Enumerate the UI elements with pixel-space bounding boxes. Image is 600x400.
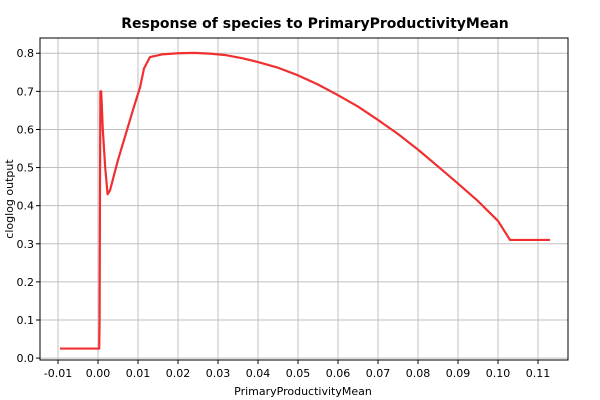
y-axis-label: cloglog output — [3, 159, 16, 239]
x-tick-label: 0.09 — [446, 367, 471, 380]
y-axis-ticks: 0.0 0.1 0.2 0.3 0.4 0.5 0.6 0.7 0.8 — [17, 47, 40, 365]
x-tick-label: 0.08 — [406, 367, 431, 380]
y-tick-label: 0.1 — [17, 314, 35, 327]
series-layer — [60, 51, 550, 350]
x-tick-label: 0.10 — [486, 367, 511, 380]
chart-title: Response of species to PrimaryProductivi… — [121, 16, 509, 32]
plot-frame — [39, 37, 569, 361]
y-tick-label: 0.3 — [17, 238, 35, 251]
x-tick-label: 0.04 — [246, 367, 271, 380]
y-tick-label: 0.5 — [17, 162, 35, 175]
y-tick-label: 0.6 — [17, 123, 35, 136]
x-axis-label: PrimaryProductivityMean — [234, 385, 372, 398]
y-tick-label: 0.2 — [17, 276, 35, 289]
y-tick-label: 0.4 — [17, 200, 35, 213]
x-tick-label: 0.07 — [366, 367, 391, 380]
x-tick-label: 0.00 — [86, 367, 111, 380]
x-tick-label: 0.02 — [166, 367, 191, 380]
response-curve — [60, 51, 550, 350]
x-tick-label: 0.01 — [126, 367, 151, 380]
x-tick-label: 0.06 — [326, 367, 351, 380]
y-tick-label: 0.0 — [17, 352, 35, 365]
x-tick-label: -0.01 — [44, 367, 72, 380]
x-axis-ticks: -0.01 0.00 0.01 0.02 0.03 0.04 0.05 0.06 0.07 0.0… — [44, 360, 550, 380]
y-tick-label: 0.8 — [17, 47, 35, 60]
y-tick-label: 0.7 — [17, 85, 35, 98]
x-tick-label: 0.03 — [206, 367, 231, 380]
grid-lines — [40, 38, 568, 360]
x-tick-label: 0.11 — [526, 367, 551, 380]
x-tick-label: 0.05 — [286, 367, 311, 380]
